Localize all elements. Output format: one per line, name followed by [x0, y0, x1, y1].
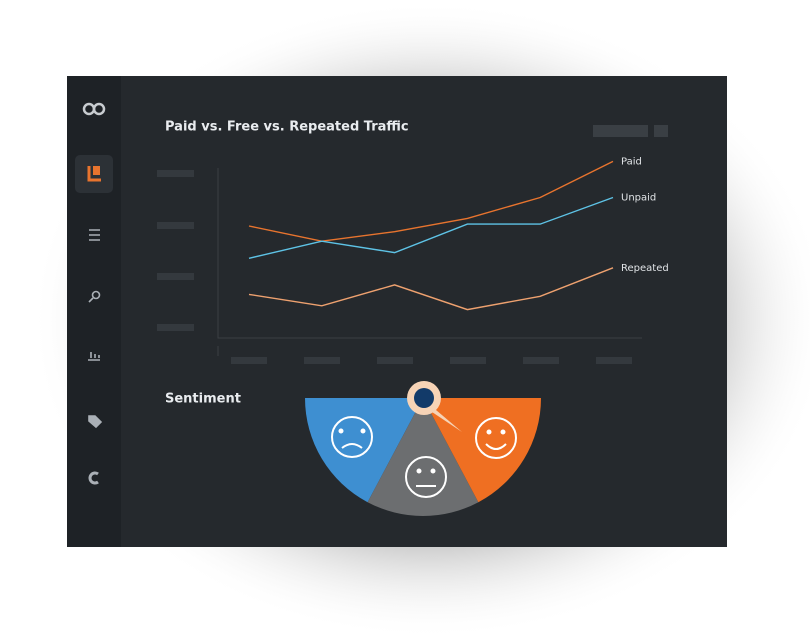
sentiment-gauge [305, 381, 541, 517]
nav-icon [93, 166, 100, 175]
placeholder [654, 125, 668, 137]
series-line [248, 160, 614, 242]
placeholder [593, 125, 648, 137]
chart-title: Paid vs. Free vs. Repeated Traffic [165, 120, 409, 135]
section-title: Sentiment [165, 392, 241, 407]
nav-icon [87, 166, 101, 182]
series-label: Paid [621, 156, 642, 167]
series-line [248, 196, 614, 259]
series-label: Unpaid [621, 193, 656, 204]
sidebar [67, 76, 121, 547]
axis [217, 168, 642, 339]
logo [82, 102, 106, 116]
series-label: Repeated [621, 263, 669, 274]
series-line [248, 267, 614, 311]
nav-icons [88, 229, 103, 485]
axis-placeholders [157, 170, 632, 364]
